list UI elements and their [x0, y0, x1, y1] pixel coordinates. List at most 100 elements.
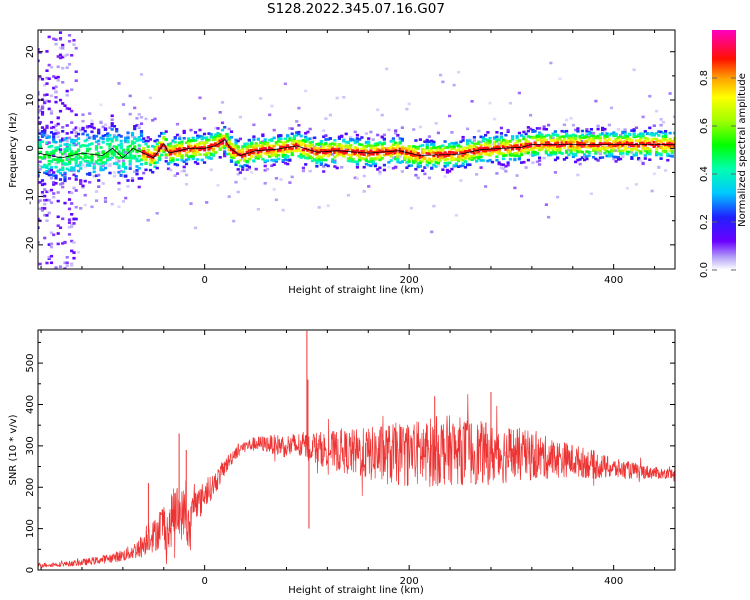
spectrogram-cell [430, 142, 434, 146]
spectrogram-cell [461, 162, 465, 165]
spectrogram-cell [232, 219, 236, 223]
spectrogram-cell [234, 138, 238, 142]
spectrogram-cell [153, 159, 157, 163]
spectrogram-cell [193, 143, 198, 147]
spectrogram-cell [137, 185, 141, 189]
spectrogram-cell [522, 137, 526, 141]
spectrogram-cell [475, 148, 479, 151]
spectrogram-cell [205, 155, 209, 159]
spectrogram-cell [416, 165, 420, 169]
spectrogram-cell [261, 140, 265, 143]
spectrogram-cell [486, 148, 490, 152]
spectrogram-cell [349, 144, 353, 147]
spectrogram-cell [121, 165, 126, 168]
spectrogram-cell [661, 147, 665, 150]
spectrogram-cell [63, 174, 67, 177]
spectrogram-cell [367, 144, 371, 147]
spectrogram-cell [272, 150, 276, 154]
spectrogram-cell [110, 124, 114, 128]
spectrogram-cell [508, 153, 512, 157]
spectrogram-cell [184, 173, 189, 177]
spectrogram-cell [524, 145, 528, 148]
spectrogram-cell [524, 150, 528, 154]
spectrogram-cell [427, 135, 431, 138]
spectrogram-cell [565, 129, 569, 133]
spectrogram-cell [63, 148, 67, 151]
spectrogram-cell [317, 143, 321, 147]
spectrogram-cell [349, 136, 353, 139]
spectrogram-cell [166, 153, 171, 157]
spectrogram-cell [49, 176, 54, 180]
spectrogram-cell [322, 151, 326, 154]
spectrogram-cell [133, 137, 137, 140]
spectrogram-cell [97, 128, 101, 132]
spectrogram-cell [601, 147, 605, 150]
spectrogram-cell [394, 157, 398, 161]
spectrogram-cell [301, 139, 305, 142]
spectrogram-cell [146, 148, 150, 152]
spectrogram-cell [160, 146, 164, 150]
spectrogram-cell [38, 59, 40, 63]
spectrogram-cell [133, 145, 137, 148]
spectrogram-cell [664, 138, 668, 141]
spectrogram-cell [184, 151, 189, 155]
spectrogram-cell [38, 78, 40, 81]
spectrogram-cell [578, 162, 582, 166]
spectrogram-cell [250, 171, 254, 174]
spectrogram-cell [119, 146, 123, 150]
spectrogram-cell [295, 146, 299, 150]
spectrogram-cell [209, 143, 213, 147]
spectrogram-cell [234, 146, 238, 150]
spectrogram-cell [488, 144, 492, 148]
spectrogram-cell [592, 147, 596, 150]
spectrogram-cell [322, 149, 326, 152]
spectrogram-cell [202, 132, 207, 136]
spectrogram-cell [607, 153, 611, 156]
spectrogram-cell [443, 158, 447, 161]
spectrogram-cell [443, 146, 447, 149]
spectrogram-cell [135, 169, 139, 172]
spectrogram-cell [58, 109, 63, 113]
spectrogram-cell [279, 134, 283, 137]
spectrogram-cell [531, 151, 535, 154]
spectrogram-cell [655, 150, 659, 154]
spectrogram-cell [666, 152, 670, 156]
spectrogram-cell [211, 143, 216, 147]
spectrogram-cell [542, 145, 546, 149]
spectrogram-cell [180, 142, 184, 146]
spectrogram-cell [475, 142, 479, 145]
spectrogram-cell [578, 147, 582, 150]
spectrogram-cell [155, 148, 159, 152]
spectrogram-cell [578, 158, 582, 161]
spectrogram-cell [144, 139, 148, 143]
spectrogram-cell [459, 158, 463, 161]
spectrogram-cell [515, 147, 519, 150]
spectrogram-cell [277, 153, 281, 157]
spectrogram-cell [553, 133, 557, 136]
spectrogram-cell [526, 148, 530, 152]
spectrogram-cell [538, 159, 542, 162]
spectrogram-cell [621, 130, 625, 134]
spectrogram-cell [63, 261, 67, 265]
spectrogram-cell [535, 138, 539, 142]
spectrogram-cell [621, 136, 625, 139]
spectrogram-cell [367, 150, 371, 154]
spectrogram-cell [652, 145, 656, 148]
spectrogram-cell [486, 153, 490, 156]
spectrogram-cell [49, 112, 54, 115]
spectrogram-cell [61, 182, 65, 185]
spectrogram-cell [155, 166, 159, 170]
spectrogram-cell [85, 155, 90, 159]
spectrogram-cell [551, 132, 555, 136]
spectrogram-cell [506, 161, 510, 164]
spectrogram-cell [454, 144, 458, 147]
spectrogram-cell [74, 46, 78, 50]
spectrogram-cell [205, 141, 209, 144]
spectrogram-cell [245, 150, 249, 154]
spectrogram-cell [119, 144, 123, 148]
spectrogram-cell [364, 155, 368, 159]
y-tick-label: 300 [25, 436, 36, 455]
spectrogram-cell [65, 124, 69, 127]
spectrogram-cell [466, 163, 470, 167]
spectrogram-cell [259, 151, 263, 154]
